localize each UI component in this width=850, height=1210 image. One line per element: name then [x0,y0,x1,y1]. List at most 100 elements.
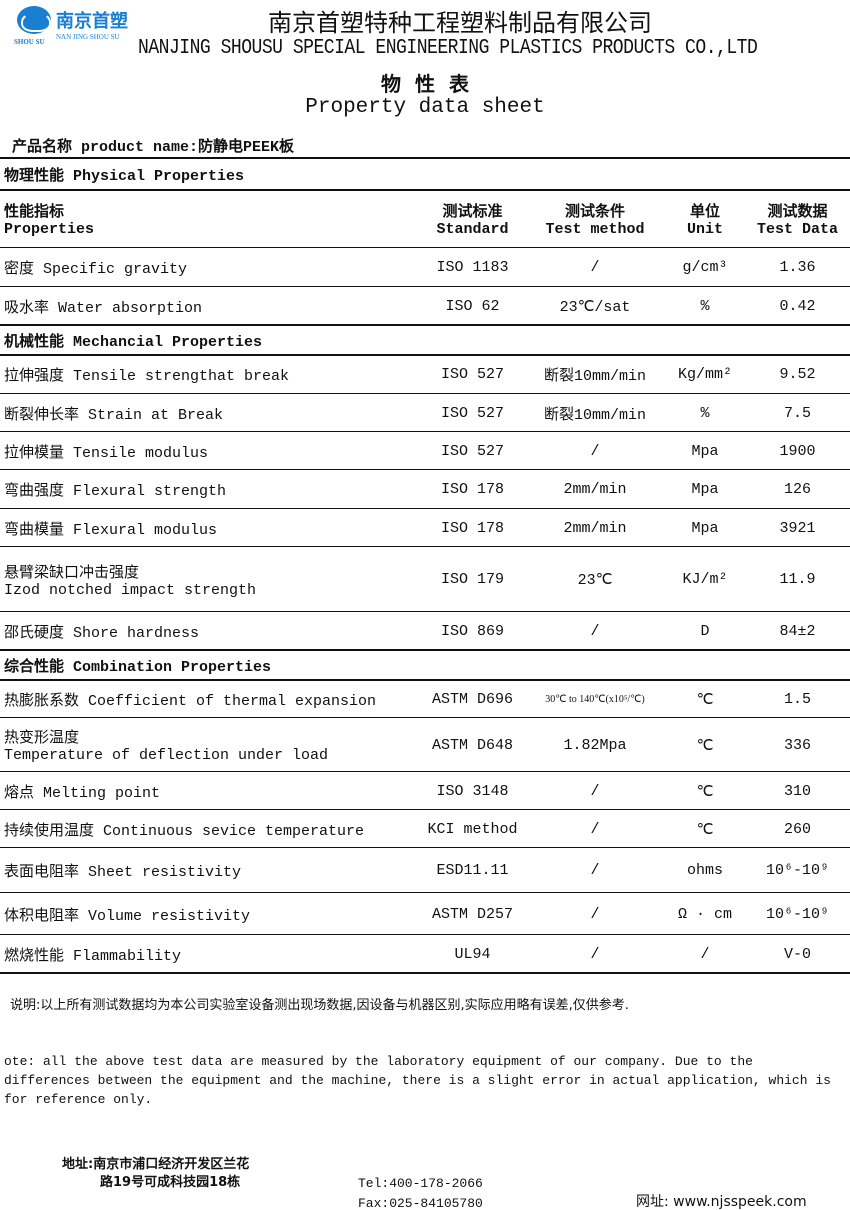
table-row: 弯曲模量 Flexural modulus ISO 178 2mm/min Mpa 39… [0,509,850,547]
company-name-en: NANJING SHOUSU SPECIAL ENGINEERING PLAST… [138,37,758,60]
test-data: 310 [783,782,811,800]
standard: ISO 178 [440,481,504,498]
section-header: 机械性能 Mechancial Properties [0,325,850,355]
standard: ISO 869 [440,622,504,640]
table-row: 悬臂梁缺口冲击强度 Izod notched impact strength IS… [0,547,850,612]
property-name: 表面电阻率 Sheet resistivity [4,864,242,881]
unit: ohms [686,862,723,879]
unit: ℃ [696,783,714,801]
test-data: 336 [783,736,811,754]
property-name: 弯曲强度 Flexural strength [4,483,227,500]
table-row: 燃烧性能 Flammability UL94 / / V-0 [0,935,850,973]
test-method: 2mm/min [563,519,627,537]
section-title: 物理性能 Physical Properties [4,167,245,185]
property-name: 热膨胀系数 Coefficient of thermal expansion [4,692,377,710]
test-data: 9.52 [779,366,816,383]
standard: ASTM D257 [431,905,513,923]
test-method: 1.82Mpa [563,736,627,754]
table-row: 热膨胀系数 Coefficient of thermal expansion AS… [0,680,850,718]
standard: ASTM D648 [431,736,513,754]
address-line-1: 地址:南京市浦口经济开发区兰花 [62,1157,250,1172]
test-method: 23℃/sat [559,298,631,316]
standard: ISO 1183 [436,259,509,276]
standard: ISO 3148 [436,782,509,800]
test-data: 260 [783,820,811,838]
test-data: 7.5 [783,404,811,422]
test-method: 30℃ to 140℃(x10⁵/℃) [545,693,645,705]
standard: ISO 178 [440,519,504,537]
test-method: 23℃ [577,572,613,589]
logo-mark-icon [17,6,51,34]
note-en: ote: all the above test data are measure… [4,1054,831,1107]
property-name: 拉伸模量 Tensile modulus [4,444,209,462]
standard: KCI method [427,820,518,838]
test-data: 1.5 [783,690,811,708]
property-name: 热变形温度 Temperature of deflection under lo… [4,730,329,764]
column-header: 测试条件 Test method [545,204,645,238]
column-header: 单位 Unit [686,204,723,238]
table-row: 拉伸强度 Tensile strengthat break ISO 527 断裂10… [0,355,850,394]
unit: / [700,945,710,963]
unit: g/cm³ [682,259,728,276]
standard: ISO 527 [440,366,504,383]
standard: UL94 [454,945,491,963]
column-header: 测试数据 Test Data [756,204,838,238]
test-data: 10⁶-10⁹ [765,862,829,879]
test-method: / [590,820,600,838]
column-header-row: 性能指标 Properties 测试标准 Standard 测试条件 Test me… [0,190,850,248]
row-divider [0,286,850,287]
row-divider [0,892,850,893]
row-divider [0,546,850,547]
table-row: 拉伸模量 Tensile modulus ISO 527 / Mpa 1900 [0,432,850,470]
logo-en: NAN JING SHOU SU [56,33,120,41]
test-method: 2mm/min [563,481,627,498]
company-name-cn: 南京首塑特种工程塑料制品有限公司 [268,9,652,37]
property-name: 燃烧性能 Flammability [4,947,182,965]
test-data: V-0 [783,945,811,963]
test-method: 断裂10mm/min [543,368,646,385]
test-method: 断裂10mm/min [543,406,646,424]
section-title: 机械性能 Mechancial Properties [4,333,263,351]
property-name: 密度 Specific gravity [4,261,188,278]
row-divider [0,934,850,935]
standard: ESD11.11 [436,862,509,879]
row-divider [0,771,850,772]
table-row: 熔点 Melting point ISO 3148 / ℃ 310 [0,772,850,810]
property-name: 吸水率 Water absorption [4,299,203,317]
row-divider [0,189,850,191]
property-name: 拉伸强度 Tensile strengthat break [4,368,290,385]
unit: % [700,404,710,422]
property-name: 持续使用温度 Continuous sevice temperature [4,822,365,840]
unit: D [700,622,710,640]
unit: Mpa [691,519,719,537]
row-divider [0,431,850,432]
test-data: 0.42 [779,297,816,315]
unit: % [700,297,710,315]
property-name: 体积电阻率 Volume resistivity [4,907,251,925]
section-title: 综合性能 Combination Properties [4,658,272,676]
unit: ℃ [696,737,714,755]
test-data: 1.36 [779,259,816,276]
contact: Tel:400-178-2066 Fax:025-84105780 [358,1174,483,1210]
sheet-title-en: Property data sheet [305,96,545,119]
test-method: / [590,442,600,460]
section-header: 物理性能 Physical Properties [0,158,850,190]
telephone: Tel:400-178-2066 [358,1176,483,1191]
table-row: 弯曲强度 Flexural strength ISO 178 2mm/min Mpa 1… [0,470,850,509]
unit: ℃ [696,821,714,839]
address-line-2: 路19号可成科技园18栋 [100,1175,241,1190]
standard: ISO 527 [440,404,504,422]
row-divider [0,324,850,326]
row-divider [0,611,850,612]
table-row: 持续使用温度 Continuous sevice temperature KCI … [0,810,850,848]
table-row: 热变形温度 Temperature of deflection under lo… [0,718,850,772]
row-divider [0,469,850,470]
property-name: 断裂伸长率 Strain at Break [4,406,224,424]
test-data: 84±2 [779,622,816,640]
logo-cn: 南京首塑 [56,11,128,32]
test-method: / [590,945,600,963]
test-method: / [590,782,600,800]
test-data: 11.9 [779,571,816,588]
row-divider [0,393,850,394]
